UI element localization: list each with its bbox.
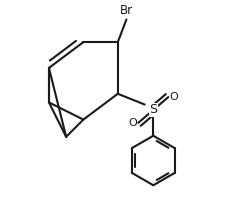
Text: O: O [169, 92, 178, 102]
Text: O: O [128, 118, 137, 128]
Text: Br: Br [120, 4, 133, 17]
Text: S: S [149, 103, 157, 116]
